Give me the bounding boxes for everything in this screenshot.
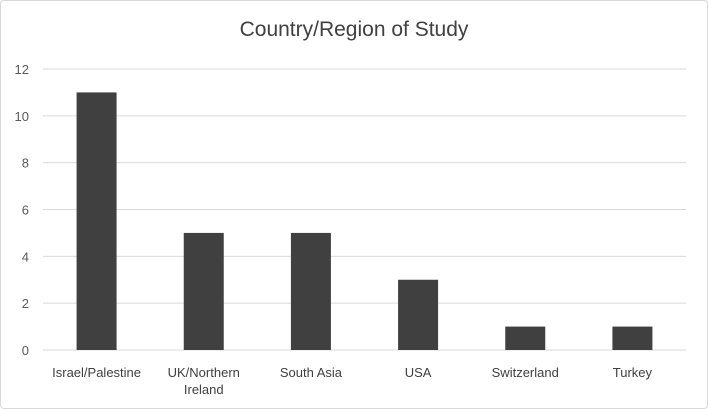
bar: [290, 232, 331, 350]
y-tick-label: 4: [22, 249, 29, 264]
bar: [183, 232, 224, 350]
y-tick-label: 12: [15, 62, 29, 77]
bar: [505, 326, 546, 350]
y-tick-label: 6: [22, 203, 29, 218]
x-tick-label: Israel/Palestine: [52, 365, 141, 380]
y-tick-label: 0: [22, 343, 29, 358]
x-tick-label: South Asia: [280, 365, 343, 380]
y-tick-label: 8: [22, 156, 29, 171]
y-tick-label: 2: [22, 296, 29, 311]
chart-title: Country/Region of Study: [239, 18, 469, 41]
bar: [612, 326, 653, 350]
x-tick-label: Switzerland: [492, 365, 559, 380]
x-tick-label: USA: [405, 365, 432, 380]
y-tick-label: 10: [15, 109, 29, 124]
x-tick-label: Ireland: [184, 382, 224, 397]
bar: [76, 92, 117, 351]
bar: [398, 279, 439, 350]
x-tick-label: UK/Northern: [168, 365, 240, 380]
x-tick-label: Turkey: [613, 365, 653, 380]
